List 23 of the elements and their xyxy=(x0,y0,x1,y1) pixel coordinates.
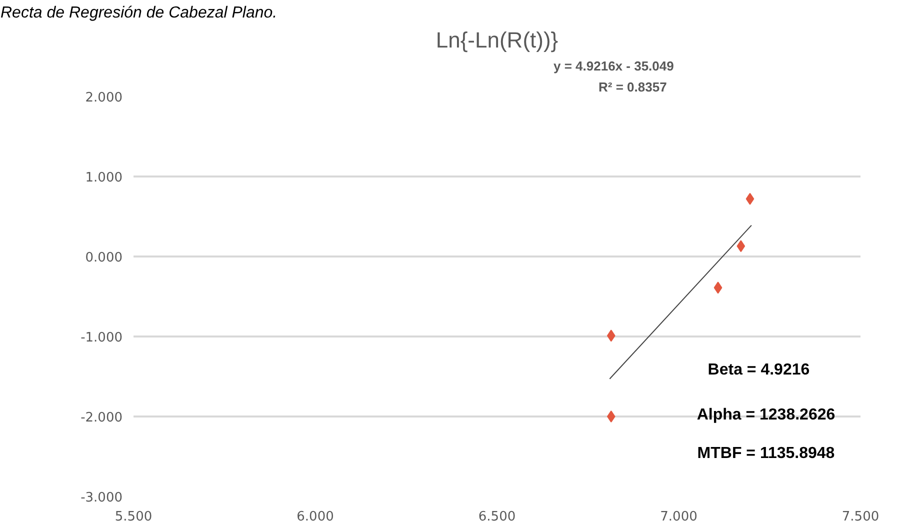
annotation: Alpha = 1238.2626 xyxy=(696,406,836,424)
point xyxy=(736,240,746,252)
text: Recta de Regresión de Cabezal Plano. xyxy=(0,4,278,22)
x-tick-label: 7.500 xyxy=(842,510,880,524)
y-tick-label: -3.000 xyxy=(80,490,123,506)
x-tick-label: 7.000 xyxy=(660,510,698,524)
annotation: Beta = 4.9216 xyxy=(708,362,810,379)
point xyxy=(606,410,616,422)
x-tick-label: 6.000 xyxy=(296,510,334,524)
y-tick-label: 0.000 xyxy=(85,250,122,266)
point xyxy=(606,330,616,342)
text: R² = 0.8357 xyxy=(598,80,667,94)
y-tick-label: -2.000 xyxy=(80,410,123,426)
point xyxy=(746,192,754,205)
x-tick-label: 5.500 xyxy=(114,510,152,524)
chart-title: Ln{-Ln(R(t))} xyxy=(436,28,558,52)
y-tick-label: 2.000 xyxy=(85,90,122,106)
point xyxy=(714,282,722,294)
y-tick-label: -1.000 xyxy=(80,330,123,346)
y-tick-label: 1.000 xyxy=(85,170,122,186)
x-tick-label: 6.500 xyxy=(478,510,516,524)
text: y = 4.9216x - 35.049 xyxy=(554,58,674,74)
annotation: MTBF = 1135.8948 xyxy=(697,444,835,462)
